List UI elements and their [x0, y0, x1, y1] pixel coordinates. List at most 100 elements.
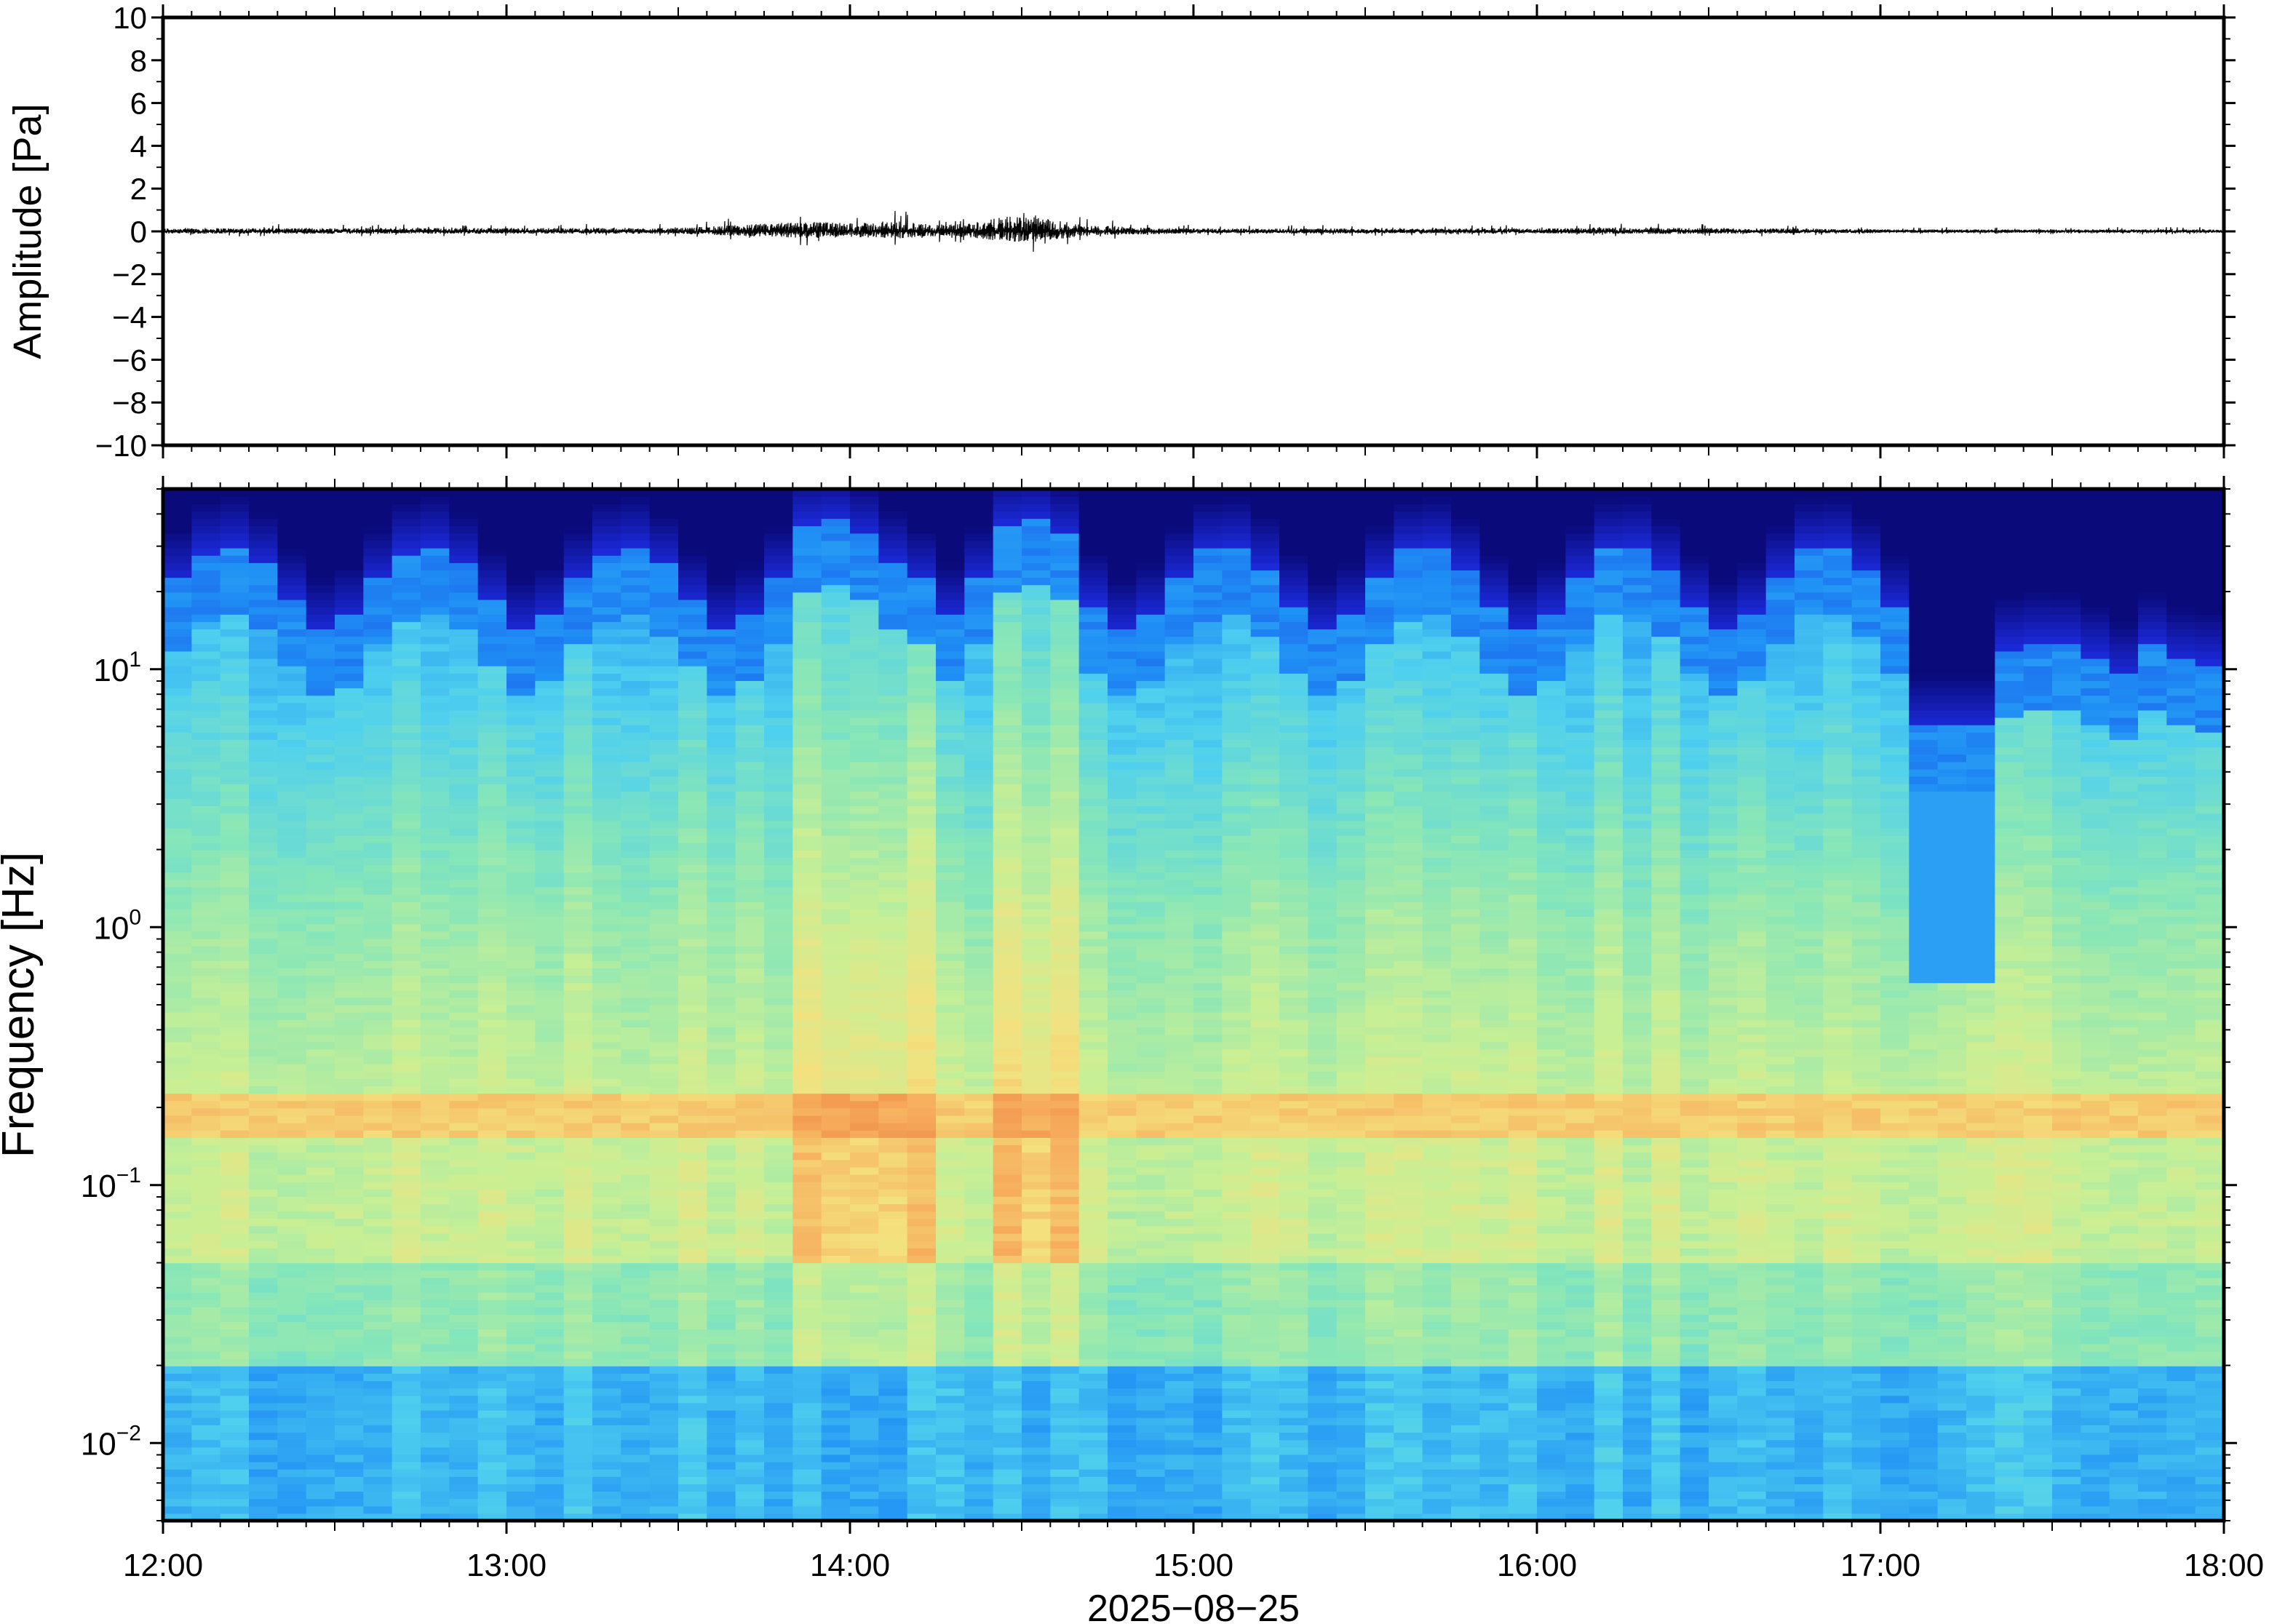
spectrogram-cell	[649, 754, 679, 763]
spectrogram-cell	[163, 1130, 192, 1138]
spectrogram-cell	[735, 1484, 765, 1492]
spectrogram-cell	[1108, 1064, 1137, 1072]
spectrogram-cell	[792, 709, 822, 718]
spectrogram-cell	[792, 850, 822, 859]
spectrogram-cell	[277, 1461, 307, 1470]
spectrogram-cell	[1108, 1351, 1137, 1359]
spectrogram-cell	[964, 1027, 994, 1035]
spectrogram-cell	[191, 1005, 221, 1013]
spectrogram-cell	[993, 1093, 1022, 1102]
spectrogram-cell	[678, 805, 707, 814]
spectrogram-cell	[592, 1182, 621, 1190]
spectrogram-cell	[821, 1086, 851, 1094]
spectrogram-cell	[1078, 776, 1108, 784]
spectrogram-cell	[993, 1166, 1022, 1175]
spectrogram-cell	[735, 1233, 765, 1241]
spectrogram-cell	[1108, 820, 1137, 829]
spectrogram-cell	[1108, 1241, 1137, 1249]
spectrogram-cell	[506, 857, 536, 866]
spectrogram-cell	[1078, 1484, 1108, 1492]
spectrogram-cell	[421, 857, 450, 866]
spectrogram-cell	[449, 1446, 479, 1455]
spectrogram-cell	[1108, 1469, 1137, 1477]
spectrogram-cell	[764, 798, 793, 807]
spectrogram-cell	[563, 732, 593, 740]
spectrogram-cell	[735, 1027, 765, 1035]
spectrogram-cell	[220, 1130, 250, 1138]
spectrogram-cell	[392, 901, 421, 909]
spectrogram-cell	[506, 702, 536, 711]
spectrogram-cell	[335, 1086, 364, 1094]
spectrogram-cell	[249, 1005, 278, 1013]
spectrogram-cell	[1078, 688, 1108, 696]
spectrogram-cell	[821, 650, 851, 659]
spectrogram-cell	[878, 1203, 908, 1212]
spectrogram-cell	[1078, 798, 1108, 807]
spectrogram-cell	[993, 827, 1022, 836]
spectrogram-cell	[993, 725, 1022, 733]
spectrogram-cell	[850, 916, 879, 925]
spectrogram-cell	[421, 1446, 450, 1455]
spectrogram-cell	[477, 1388, 507, 1396]
spectrogram-cell	[191, 768, 221, 777]
spectrogram-cell	[477, 1241, 507, 1249]
spectrogram-cell	[792, 695, 822, 704]
spectrogram-cell	[563, 813, 593, 821]
spectrogram-cell	[477, 1314, 507, 1323]
spectrogram-cell	[306, 1314, 335, 1323]
spectrogram-cell	[163, 1064, 192, 1072]
spectrogram-cell	[506, 1225, 536, 1234]
spectrogram-cell	[535, 1071, 565, 1079]
spectrogram-cell	[993, 1336, 1022, 1345]
spectrogram-cell	[506, 592, 536, 600]
spectrogram-cell	[878, 658, 908, 666]
spectrogram-cell	[821, 1321, 851, 1330]
spectrogram-cell	[363, 1373, 393, 1382]
spectrogram-cell	[764, 518, 793, 527]
spectrogram-cell	[764, 599, 793, 608]
spectrogram-cell	[535, 1432, 565, 1441]
spectrogram-cell	[163, 1248, 192, 1256]
spectrogram-cell	[936, 592, 965, 600]
spectrogram-cell	[421, 1402, 450, 1411]
spectrogram-cell	[1108, 864, 1137, 873]
spectrogram-cell	[907, 1152, 937, 1161]
spectrogram-cell	[191, 629, 221, 637]
spectrogram-cell	[421, 548, 450, 556]
spectrogram-cell	[621, 872, 651, 880]
spectrogram-cell	[649, 1513, 679, 1521]
spectrogram-cell	[563, 540, 593, 549]
spectrogram-cell	[392, 784, 421, 792]
spectrogram-cell	[621, 725, 651, 733]
spectrogram-cell	[421, 820, 450, 829]
spectrogram-cell	[1108, 562, 1137, 571]
spectrogram-cell	[335, 975, 364, 984]
spectrogram-cell	[878, 1402, 908, 1411]
spectrogram-cell	[649, 1402, 679, 1411]
spectrogram-cell	[249, 1329, 278, 1337]
spectrogram-cell	[392, 835, 421, 843]
spectrogram-cell	[936, 548, 965, 556]
spectrogram-cell	[821, 496, 851, 504]
spectrogram-cell	[277, 1439, 307, 1448]
spectrogram-cell	[191, 945, 221, 954]
spectrogram-cell	[678, 629, 707, 637]
spectrogram-cell	[678, 1402, 707, 1411]
spectrogram-cell	[936, 1425, 965, 1433]
spectrogram-cell	[907, 1071, 937, 1079]
spectrogram-cell	[649, 1358, 679, 1366]
spectrogram-cell	[592, 1248, 621, 1256]
spectrogram-cell	[392, 747, 421, 755]
spectrogram-cell	[163, 1255, 192, 1264]
spectrogram-cell	[764, 1373, 793, 1382]
spectrogram-cell	[477, 1174, 507, 1182]
spectrogram-cell	[306, 1107, 335, 1116]
spectrogram-cell	[764, 997, 793, 1006]
spectrogram-cell	[392, 1019, 421, 1027]
spectrogram-cell	[964, 496, 994, 504]
spectrogram-cell	[707, 1189, 736, 1197]
spectrogram-cell	[1022, 1446, 1051, 1455]
spectrogram-cell	[421, 555, 450, 563]
spectrogram-cell	[277, 489, 307, 497]
spectrogram-cell	[764, 555, 793, 563]
